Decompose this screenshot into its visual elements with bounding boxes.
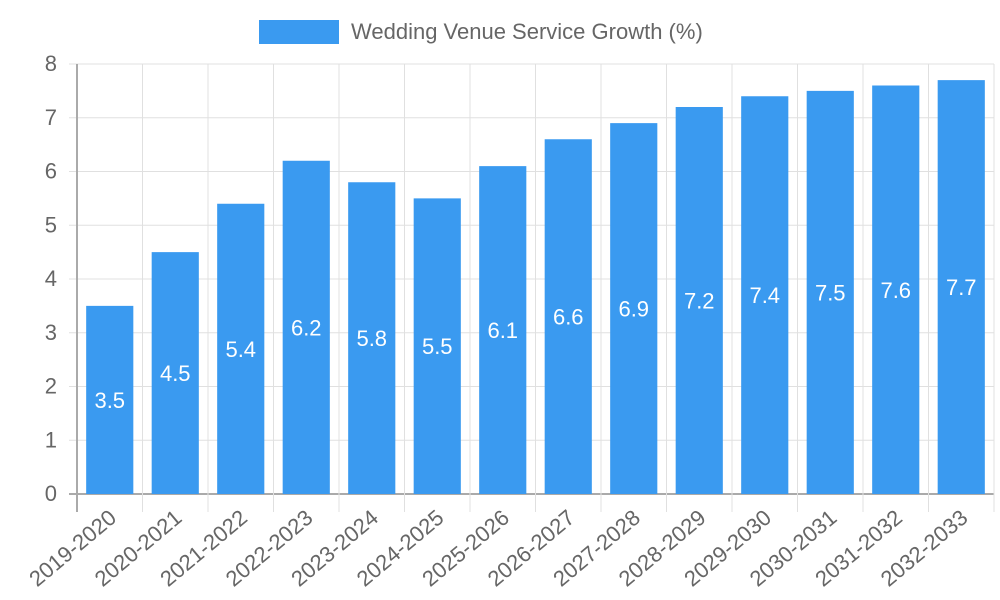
bar-value-label: 7.4	[749, 283, 780, 308]
chart-legend[interactable]: Wedding Venue Service Growth (%)	[259, 19, 703, 45]
bar-value-label: 4.5	[160, 361, 191, 386]
bar-value-label: 3.5	[94, 388, 125, 413]
bar[interactable]	[348, 182, 396, 494]
y-tick-label: 5	[45, 212, 57, 237]
bar[interactable]	[937, 80, 985, 494]
bar[interactable]	[610, 123, 658, 494]
bar[interactable]	[151, 252, 199, 494]
y-tick-label: 8	[45, 51, 57, 76]
bar-value-label: 6.1	[487, 318, 518, 343]
legend-swatch	[259, 20, 339, 44]
y-tick-label: 3	[45, 320, 57, 345]
bar-value-label: 7.6	[880, 278, 911, 303]
bar-value-label: 5.4	[225, 337, 256, 362]
bar[interactable]	[217, 203, 265, 494]
y-tick-label: 4	[45, 266, 57, 291]
bar[interactable]	[544, 139, 592, 494]
bar-value-label: 6.2	[291, 315, 322, 340]
bar-value-label: 5.5	[422, 334, 453, 359]
y-tick-label: 1	[45, 427, 57, 452]
bar[interactable]	[675, 107, 723, 494]
bar-value-label: 7.5	[815, 280, 846, 305]
bar[interactable]	[413, 198, 461, 494]
bar-value-label: 5.8	[356, 326, 387, 351]
bar[interactable]	[872, 85, 920, 495]
bar[interactable]	[741, 96, 789, 494]
bar[interactable]	[282, 160, 330, 494]
y-tick-label: 6	[45, 159, 57, 184]
y-tick-label: 2	[45, 374, 57, 399]
bar-value-label: 6.9	[618, 297, 649, 322]
bar-value-label: 7.2	[684, 289, 715, 314]
bar-value-label: 6.6	[553, 305, 584, 330]
bar[interactable]	[806, 90, 854, 494]
bar-value-label: 7.7	[946, 275, 977, 300]
legend-label: Wedding Venue Service Growth (%)	[351, 19, 703, 44]
y-tick-label: 7	[45, 105, 57, 130]
bar[interactable]	[86, 305, 134, 494]
y-tick-label: 0	[45, 481, 57, 506]
bar[interactable]	[479, 166, 527, 494]
